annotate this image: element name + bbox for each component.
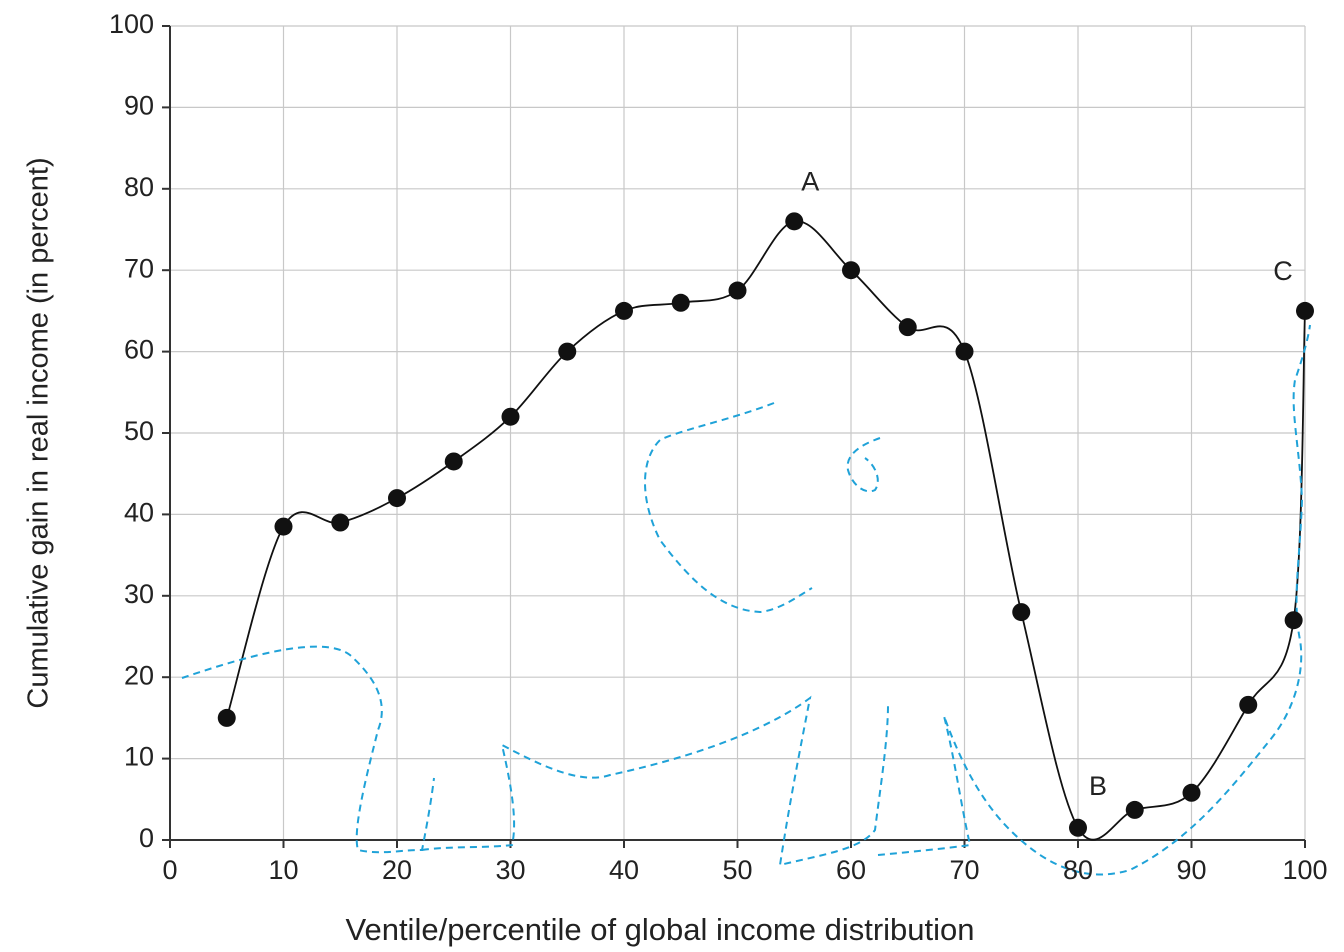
x-tick-label: 20: [382, 855, 412, 885]
doodle: [877, 324, 1311, 876]
y-tick-label: 90: [124, 91, 154, 121]
y-tick-label: 30: [124, 579, 154, 609]
x-tick-label: 30: [495, 855, 525, 885]
annotation: B: [1089, 771, 1107, 801]
point: [1284, 611, 1303, 630]
y-tick-label: 10: [124, 742, 154, 772]
x-tick-label: 0: [162, 855, 177, 885]
point: [217, 708, 236, 727]
point: [1069, 818, 1087, 837]
doodle: [421, 695, 889, 867]
x-tick-label: 50: [722, 855, 752, 885]
x-tick-label: 40: [609, 855, 639, 885]
point: [388, 489, 406, 508]
point: [671, 293, 690, 312]
point: [1012, 603, 1031, 622]
point: [615, 301, 633, 320]
doodle: [644, 402, 813, 614]
x-axis-label: Ventile/percentile of global income dist…: [346, 912, 975, 947]
point: [728, 281, 747, 300]
point: [1239, 695, 1258, 714]
point: [898, 318, 917, 337]
point: [1296, 301, 1314, 320]
point: [842, 261, 860, 280]
point: [331, 513, 350, 532]
annotation: A: [801, 166, 819, 196]
elephant-doodle: [181, 324, 1311, 876]
y-tick-label: 100: [109, 9, 154, 39]
x-tick-label: 70: [949, 855, 979, 885]
line: [225, 220, 1306, 841]
point: [558, 342, 577, 361]
point: [444, 452, 463, 471]
y-tick-label: 40: [124, 498, 154, 528]
y-tick-label: 60: [124, 335, 154, 365]
y-tick-label: 20: [124, 660, 154, 690]
point: [785, 212, 804, 231]
x-tick-label: 10: [268, 855, 298, 885]
annotation: C: [1273, 256, 1293, 286]
y-axis-label: Cumulative gain in real income (in perce…: [23, 157, 55, 708]
x-tick-label: 100: [1282, 855, 1327, 885]
y-tick-label: 50: [124, 416, 154, 446]
point: [274, 517, 293, 536]
point: [501, 407, 520, 426]
x-tick-label: 60: [836, 855, 866, 885]
point: [1125, 800, 1144, 819]
point: [1182, 783, 1201, 802]
y-tick-label: 70: [124, 253, 154, 283]
doodle: [846, 437, 881, 493]
x-tick-label: 80: [1063, 855, 1093, 885]
y-tick-label: 0: [139, 823, 154, 853]
point: [955, 342, 974, 361]
x-tick-label: 90: [1176, 855, 1206, 885]
y-tick-label: 80: [124, 172, 154, 202]
